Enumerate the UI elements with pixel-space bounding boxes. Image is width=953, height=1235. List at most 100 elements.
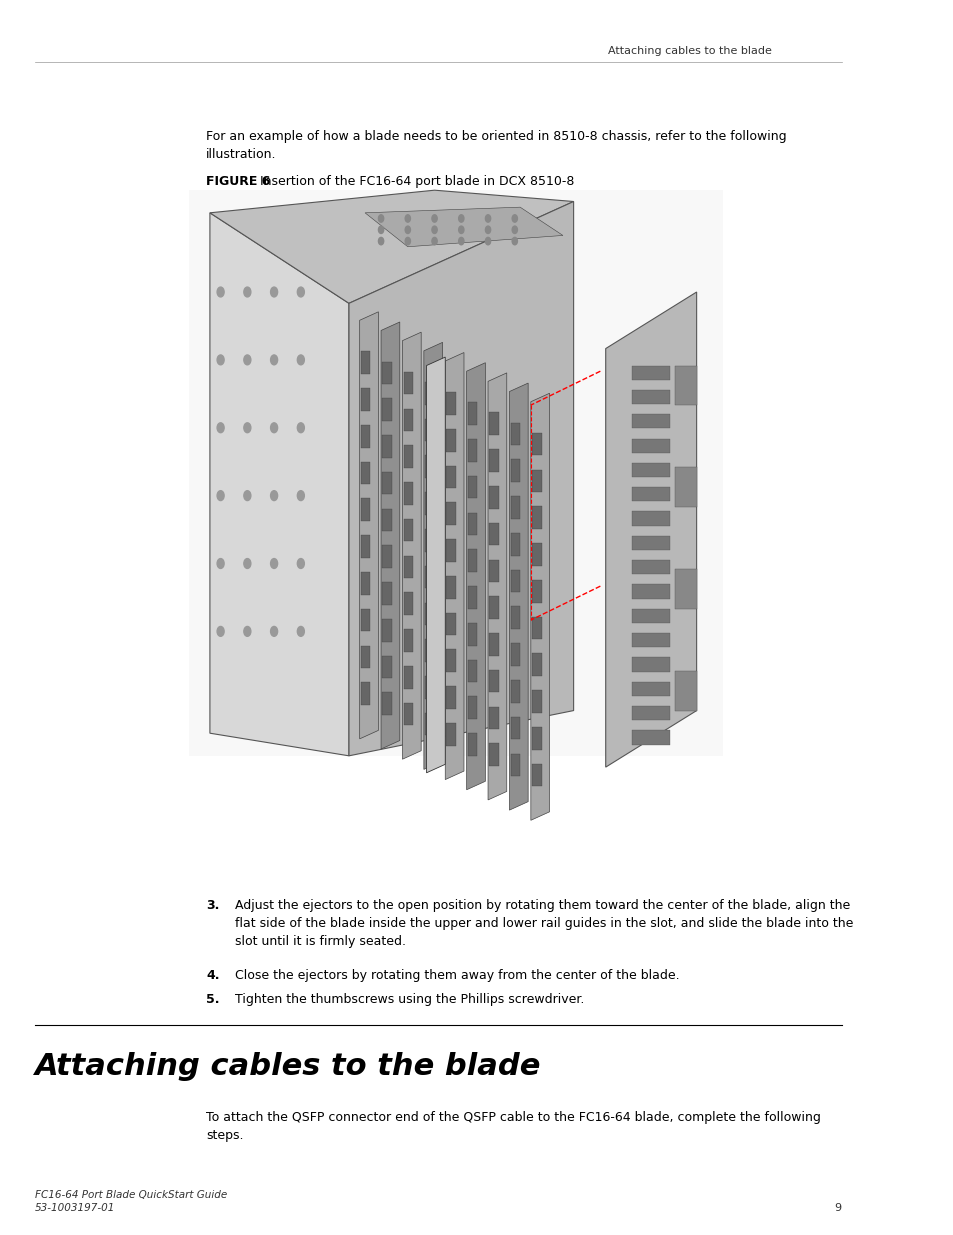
Bar xyxy=(532,616,541,640)
Bar xyxy=(532,690,541,713)
Bar xyxy=(489,743,498,766)
Bar xyxy=(632,366,669,379)
Circle shape xyxy=(458,237,463,245)
Bar xyxy=(424,640,435,662)
Bar xyxy=(467,440,476,462)
Bar xyxy=(403,519,413,541)
Bar xyxy=(510,753,519,776)
Bar xyxy=(675,366,696,405)
Bar xyxy=(403,409,413,431)
Bar xyxy=(382,656,392,678)
Circle shape xyxy=(458,226,463,233)
Bar xyxy=(424,456,435,478)
Text: Attaching cables to the blade: Attaching cables to the blade xyxy=(35,1052,541,1081)
Text: Tighten the thumbscrews using the Phillips screwdriver.: Tighten the thumbscrews using the Philli… xyxy=(234,993,584,1007)
Circle shape xyxy=(378,215,383,222)
Bar xyxy=(424,603,435,625)
Bar xyxy=(532,543,541,566)
Text: To attach the QSFP connector end of the QSFP cable to the FC16-64 blade, complet: To attach the QSFP connector end of the … xyxy=(206,1112,821,1142)
Text: Close the ejectors by rotating them away from the center of the blade.: Close the ejectors by rotating them away… xyxy=(234,969,679,983)
Bar xyxy=(360,682,370,705)
Bar xyxy=(467,622,476,646)
Bar xyxy=(675,569,696,609)
Bar xyxy=(403,629,413,652)
Bar xyxy=(510,496,519,519)
Polygon shape xyxy=(423,342,442,769)
Circle shape xyxy=(244,490,251,500)
Polygon shape xyxy=(380,322,399,750)
Bar xyxy=(510,680,519,703)
Bar xyxy=(489,634,498,656)
Bar xyxy=(382,546,392,568)
Bar xyxy=(489,450,498,472)
Text: FIGURE 6: FIGURE 6 xyxy=(206,175,270,189)
Circle shape xyxy=(271,558,277,568)
Bar xyxy=(532,432,541,456)
Bar xyxy=(510,716,519,740)
Bar xyxy=(403,446,413,468)
Bar xyxy=(489,597,498,619)
Bar xyxy=(382,435,392,458)
Bar xyxy=(189,190,722,756)
Bar xyxy=(360,499,370,521)
Circle shape xyxy=(405,237,410,245)
Text: For an example of how a blade needs to be oriented in 8510-8 chassis, refer to t: For an example of how a blade needs to b… xyxy=(206,130,786,161)
Polygon shape xyxy=(466,363,485,789)
Circle shape xyxy=(217,354,224,364)
Bar xyxy=(489,522,498,546)
Circle shape xyxy=(297,287,304,296)
Polygon shape xyxy=(445,352,463,779)
Bar xyxy=(632,438,669,453)
Bar xyxy=(632,463,669,477)
Bar xyxy=(424,566,435,588)
Bar xyxy=(632,487,669,501)
Bar xyxy=(424,529,435,552)
Circle shape xyxy=(217,558,224,568)
Circle shape xyxy=(297,626,304,636)
Bar xyxy=(467,734,476,756)
Bar xyxy=(382,582,392,605)
Bar xyxy=(632,730,669,745)
Circle shape xyxy=(217,626,224,636)
Bar xyxy=(360,609,370,631)
Bar xyxy=(489,669,498,693)
Bar xyxy=(510,534,519,556)
Bar xyxy=(467,550,476,572)
Circle shape xyxy=(378,237,383,245)
Bar xyxy=(360,462,370,484)
Circle shape xyxy=(244,354,251,364)
Bar xyxy=(446,576,456,599)
Polygon shape xyxy=(426,357,445,773)
Circle shape xyxy=(244,558,251,568)
Bar xyxy=(403,593,413,615)
Bar xyxy=(467,403,476,425)
Bar xyxy=(446,429,456,452)
Bar xyxy=(360,352,370,374)
Bar xyxy=(632,511,669,526)
Bar xyxy=(382,399,392,421)
Bar xyxy=(632,414,669,429)
Bar xyxy=(403,372,413,394)
Bar xyxy=(632,634,669,647)
Circle shape xyxy=(485,215,490,222)
Bar xyxy=(632,706,669,720)
Circle shape xyxy=(297,422,304,432)
Bar xyxy=(424,676,435,699)
Circle shape xyxy=(271,354,277,364)
Polygon shape xyxy=(210,190,573,304)
Circle shape xyxy=(378,226,383,233)
Bar xyxy=(532,727,541,750)
Polygon shape xyxy=(605,291,696,767)
Bar xyxy=(467,513,476,535)
Bar xyxy=(532,580,541,603)
Circle shape xyxy=(244,422,251,432)
Bar xyxy=(382,693,392,715)
Circle shape xyxy=(485,237,490,245)
Bar xyxy=(632,536,669,550)
Polygon shape xyxy=(365,207,562,247)
Bar xyxy=(510,606,519,629)
Bar xyxy=(360,388,370,411)
Bar xyxy=(467,659,476,682)
Bar xyxy=(446,503,456,525)
Bar xyxy=(467,587,476,609)
